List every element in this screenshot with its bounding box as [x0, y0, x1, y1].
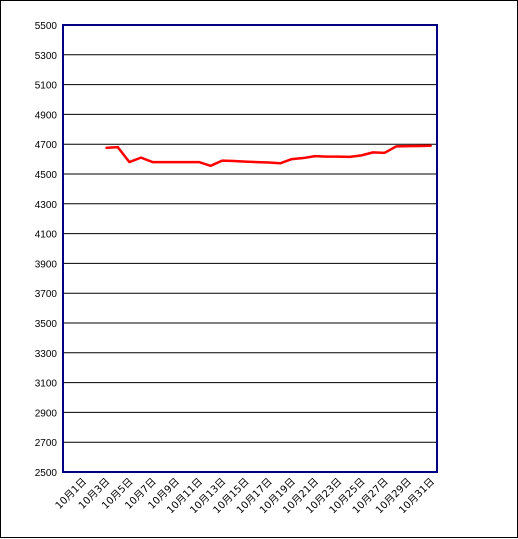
y-tick-label: 4500	[35, 170, 58, 181]
data-point	[360, 154, 363, 157]
y-tick-label: 2700	[35, 438, 58, 449]
data-point	[406, 145, 409, 148]
y-tick-label: 5300	[35, 51, 58, 62]
data-point	[128, 161, 131, 164]
series-layer	[105, 144, 432, 168]
y-tick-label: 3100	[35, 379, 58, 390]
data-point	[163, 161, 166, 164]
y-tick-label: 4100	[35, 230, 58, 241]
data-point	[418, 144, 421, 147]
data-point	[430, 144, 432, 147]
data-point	[198, 161, 200, 164]
data-point	[383, 151, 386, 154]
data-point	[395, 145, 398, 148]
data-point	[290, 158, 293, 161]
data-point	[116, 146, 119, 149]
data-point	[337, 155, 340, 158]
data-point	[279, 162, 282, 165]
data-point	[244, 160, 247, 163]
y-tick-label: 4700	[35, 140, 58, 151]
data-point	[151, 161, 154, 164]
data-point	[209, 164, 212, 167]
data-point	[256, 161, 258, 164]
data-point	[267, 161, 270, 164]
y-tick-label: 4300	[35, 200, 58, 211]
y-tick-label: 4900	[35, 110, 58, 121]
y-tick-label: 3700	[35, 289, 58, 300]
data-point	[105, 146, 108, 149]
data-point	[348, 155, 351, 158]
data-point	[302, 157, 305, 160]
y-tick-label: 5100	[35, 81, 58, 92]
y-tick-label: 3500	[35, 319, 58, 330]
data-point	[232, 160, 235, 163]
y-axis-tick-labels: 2500 2700 2900 3100 3300 3500 3700 3900 4100 4300…	[35, 21, 58, 479]
y-tick-label: 5500	[35, 21, 58, 32]
data-point	[186, 161, 189, 164]
data-point	[372, 151, 374, 154]
y-tick-label: 2900	[35, 408, 58, 419]
y-tick-label: 3300	[35, 349, 58, 360]
plot-area	[63, 25, 437, 472]
data-point	[325, 155, 328, 158]
data-point	[174, 161, 177, 164]
gridlines	[63, 54, 437, 443]
data-point	[140, 156, 142, 159]
y-tick-label: 2500	[35, 468, 58, 479]
data-point	[314, 155, 316, 158]
plot-border	[62, 24, 438, 473]
y-tick-label: 3900	[35, 259, 58, 270]
data-point	[221, 159, 224, 162]
x-axis-tick-labels: 10月1日10月3日10月5日10月7日10月9日10月11日10月13日10月…	[53, 476, 437, 517]
